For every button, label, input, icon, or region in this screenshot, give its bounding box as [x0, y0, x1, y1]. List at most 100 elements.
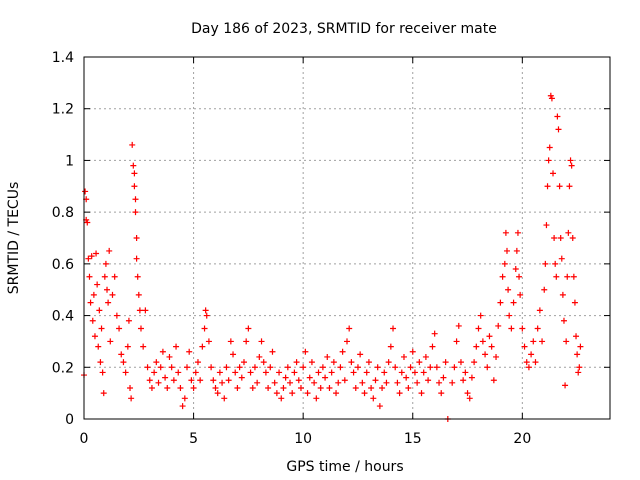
data-point	[333, 390, 340, 397]
data-point	[148, 384, 155, 391]
data-point	[129, 141, 136, 148]
chart-title: Day 186 of 2023, SRMTID for receiver mat…	[191, 21, 497, 37]
data-point	[146, 377, 153, 384]
data-point	[449, 379, 456, 386]
data-point	[525, 364, 532, 371]
y-tick-label: 1.4	[52, 50, 74, 66]
data-point	[125, 317, 132, 324]
data-point	[87, 299, 94, 306]
data-point	[153, 359, 160, 366]
y-tick-label: 0.6	[52, 257, 74, 273]
data-point	[557, 235, 564, 241]
data-point	[170, 377, 177, 384]
data-point	[544, 183, 551, 190]
data-point	[254, 379, 261, 386]
data-point	[302, 348, 309, 355]
plot-frame	[83, 56, 611, 420]
data-point	[554, 113, 561, 120]
data-point	[346, 325, 353, 332]
data-point	[543, 222, 550, 229]
data-point	[379, 384, 386, 391]
data-point	[98, 325, 105, 332]
data-point	[440, 374, 447, 381]
data-point	[124, 343, 131, 350]
data-point	[313, 395, 320, 402]
data-point	[488, 343, 495, 350]
data-point	[197, 377, 204, 384]
data-point	[570, 273, 577, 280]
data-point	[251, 364, 258, 371]
data-point	[563, 338, 570, 345]
data-point	[101, 273, 108, 280]
data-point	[240, 359, 247, 366]
data-point	[513, 247, 520, 254]
data-point	[341, 377, 348, 384]
data-point	[319, 364, 326, 371]
y-tick-label: 0.8	[52, 205, 74, 221]
data-point	[451, 364, 458, 371]
data-point	[482, 351, 489, 358]
data-point	[91, 333, 98, 340]
data-point	[516, 273, 523, 280]
data-point	[94, 281, 101, 288]
data-point	[577, 343, 584, 350]
data-point	[552, 260, 559, 267]
data-point	[567, 157, 574, 164]
data-point	[99, 369, 106, 376]
data-point	[142, 307, 149, 314]
data-point	[134, 273, 141, 280]
data-point	[442, 359, 449, 366]
data-point	[571, 299, 578, 306]
data-point	[344, 338, 350, 345]
data-point	[477, 312, 484, 319]
data-point	[499, 273, 506, 280]
data-point	[555, 126, 562, 133]
data-point	[551, 235, 558, 241]
data-point	[151, 369, 158, 376]
data-point	[495, 322, 502, 329]
data-point	[400, 353, 407, 360]
data-point	[157, 364, 164, 371]
data-point	[162, 374, 169, 381]
data-point	[249, 384, 256, 391]
data-point	[390, 325, 397, 332]
data-point	[186, 348, 193, 355]
data-point	[501, 260, 508, 267]
data-point	[566, 183, 573, 190]
data-point	[328, 369, 335, 376]
data-point	[418, 390, 425, 397]
data-point	[262, 369, 269, 376]
data-point	[539, 338, 546, 345]
data-point	[457, 359, 464, 366]
data-point	[82, 188, 89, 195]
data-point	[514, 229, 521, 236]
data-point	[289, 390, 296, 397]
data-point	[517, 291, 524, 298]
data-point	[234, 384, 241, 391]
data-point	[175, 369, 182, 376]
x-tick-label: 10	[294, 431, 312, 447]
data-point	[497, 299, 504, 306]
data-point	[324, 353, 331, 360]
data-point	[311, 379, 318, 386]
data-point	[166, 353, 173, 360]
data-point	[505, 286, 512, 293]
data-point	[479, 338, 486, 345]
data-point	[354, 364, 361, 371]
data-point	[564, 273, 571, 280]
data-point	[116, 325, 123, 332]
data-point	[548, 95, 555, 102]
data-point	[128, 395, 135, 402]
data-point	[427, 364, 434, 371]
data-point	[565, 229, 572, 236]
data-point	[100, 390, 107, 397]
data-point	[416, 359, 423, 366]
data-point	[287, 379, 294, 386]
data-point	[363, 369, 370, 376]
data-point	[414, 379, 421, 386]
data-point	[368, 384, 375, 391]
data-point	[131, 170, 138, 177]
data-point	[278, 395, 285, 402]
data-point	[546, 144, 553, 151]
data-point	[164, 384, 171, 391]
